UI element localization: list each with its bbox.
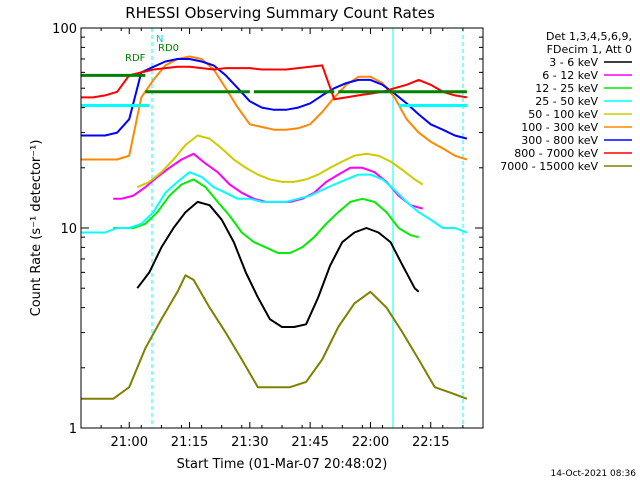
- y-axis: 1 10 100: [52, 22, 483, 437]
- legend-entry-7: 800 - 7000 keV: [514, 147, 598, 160]
- flag-label-0: N: [156, 34, 163, 45]
- x-axis: 21:00 21:15 21:30 21:45 22:00 22:15: [80, 28, 484, 450]
- legend-entry-1: 6 - 12 keV: [542, 69, 598, 82]
- legend: Det 1,3,4,5,6,9,FDecim 1, Att 03 - 6 keV…: [500, 30, 632, 173]
- legend-entry-8: 7000 - 15000 keV: [500, 160, 598, 173]
- y-axis-label: Count Rate (s⁻¹ detector⁻¹): [29, 140, 44, 317]
- x-tick-label-2: 21:30: [231, 435, 268, 450]
- legend-entry-2: 12 - 25 keV: [535, 82, 598, 95]
- x-tick-label-0: 21:00: [111, 435, 148, 450]
- flag-label-2: RDF: [125, 53, 146, 64]
- x-tick-label-5: 22:15: [412, 435, 449, 450]
- series-line-9: [81, 274, 468, 400]
- legend-entry-6: 300 - 800 keV: [521, 134, 598, 147]
- x-tick-label-3: 21:45: [291, 435, 328, 450]
- chart-title: RHESSI Observing Summary Count Rates: [125, 4, 435, 22]
- legend-header-0: Det 1,3,4,5,6,9,: [546, 30, 632, 43]
- series-line-4: [81, 171, 468, 234]
- legend-entry-4: 50 - 100 keV: [528, 108, 598, 121]
- x-tick-label-1: 21:15: [171, 435, 208, 450]
- x-axis-label: Start Time (01-Mar-07 20:48:02): [177, 457, 388, 472]
- legend-entry-3: 25 - 50 keV: [535, 95, 598, 108]
- series-line-8: [81, 64, 468, 101]
- series-line-5: [136, 134, 424, 189]
- series-line-3: [113, 178, 419, 254]
- legend-entry-5: 100 - 300 keV: [521, 121, 598, 134]
- series-line-1: [136, 200, 420, 328]
- generated-timestamp: 14-Oct-2021 08:36: [551, 469, 637, 479]
- x-tick-label-4: 22:00: [352, 435, 389, 450]
- y-tick-label-0: 1: [69, 422, 77, 437]
- y-tick-label-1: 10: [60, 222, 77, 237]
- legend-header-1: FDecim 1, Att 0: [547, 43, 632, 56]
- y-tick-label-2: 100: [52, 22, 77, 37]
- flag-label-1: RD0: [158, 43, 179, 54]
- legend-entry-0: 3 - 6 keV: [549, 56, 598, 69]
